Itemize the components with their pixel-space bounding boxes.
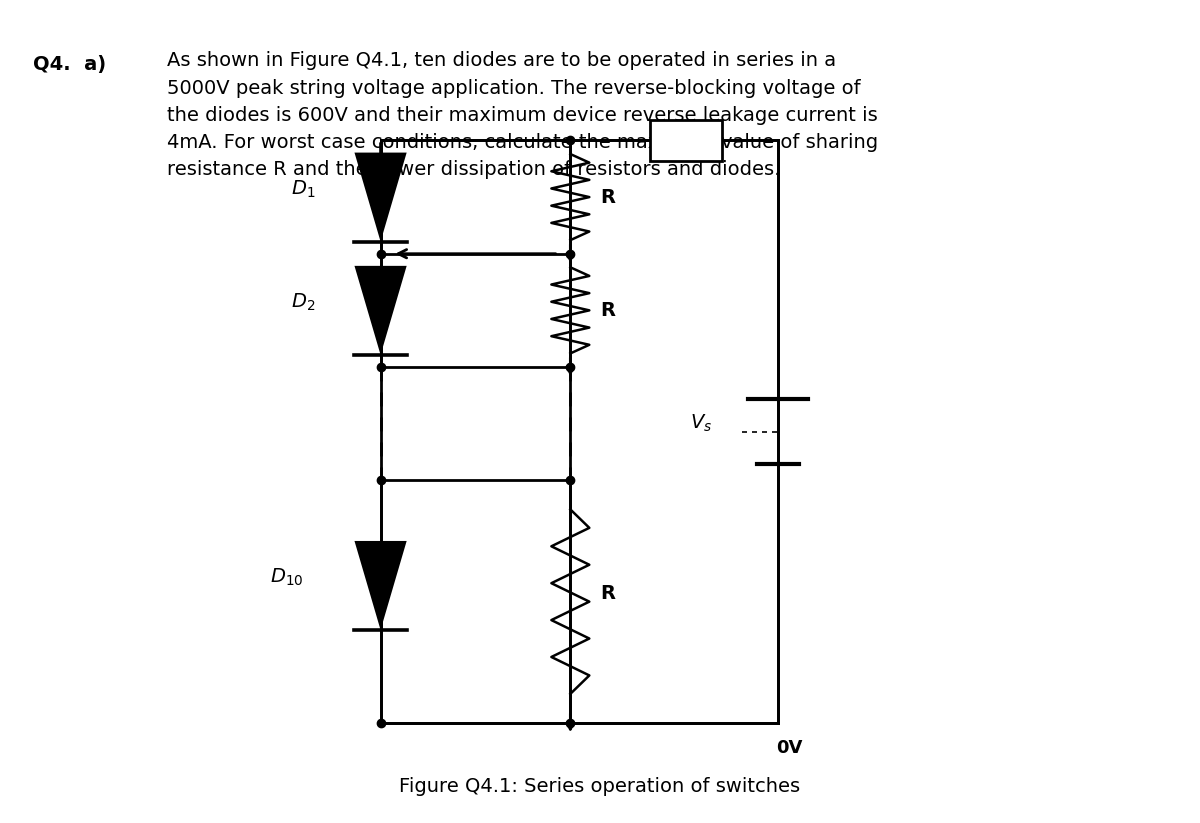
Text: $D_2$: $D_2$ [292,291,316,313]
Text: As shown in Figure Q4.1, ten diodes are to be operated in series in a
5000V peak: As shown in Figure Q4.1, ten diodes are … [167,52,878,179]
Text: R: R [600,188,616,207]
Polygon shape [354,152,407,242]
Text: $D_{10}$: $D_{10}$ [270,567,304,588]
Text: R: R [600,301,616,320]
Text: $V_s$: $V_s$ [690,413,712,435]
Polygon shape [354,541,407,630]
Bar [650,120,721,160]
Text: $D_1$: $D_1$ [290,179,316,200]
Text: Figure Q4.1: Series operation of switches: Figure Q4.1: Series operation of switche… [400,777,800,796]
Text: 0V: 0V [776,739,803,757]
Polygon shape [354,266,407,355]
Text: Q4.  a): Q4. a) [34,55,106,75]
Text: R: R [600,584,616,603]
